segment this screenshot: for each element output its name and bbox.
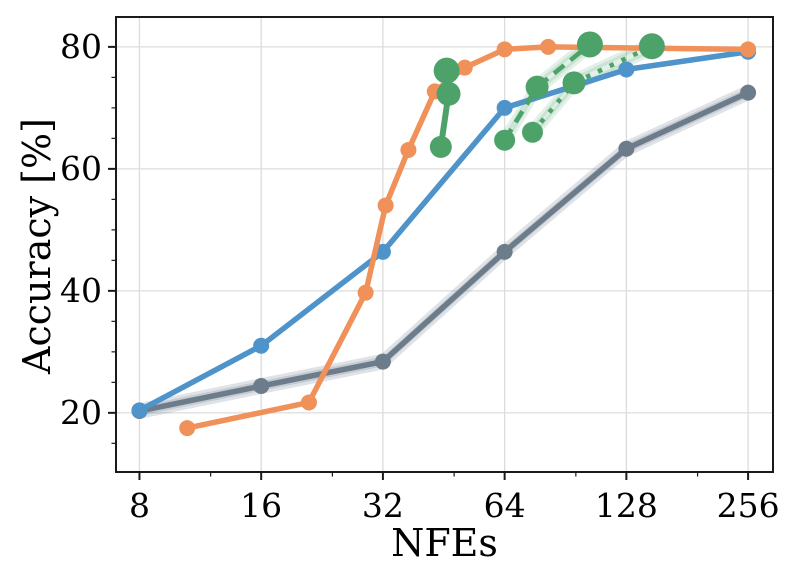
data-point-blue-baseline bbox=[618, 61, 635, 78]
x-tick-label: 8 bbox=[129, 486, 150, 525]
y-tick-label: 60 bbox=[60, 149, 102, 188]
data-point-orange-baseline bbox=[740, 41, 757, 58]
data-point-green-dotted bbox=[562, 71, 586, 95]
data-point-green-dotted bbox=[521, 121, 543, 143]
series-line-gray-baseline bbox=[136, 89, 751, 414]
data-point-gray-baseline bbox=[740, 84, 757, 101]
data-point-blue-baseline bbox=[131, 402, 148, 419]
data-point-green-dotted bbox=[638, 33, 665, 60]
data-point-green-solid bbox=[436, 81, 461, 106]
series-line-blue-baseline bbox=[136, 49, 751, 414]
data-point-orange-baseline bbox=[300, 394, 317, 411]
data-point-green-solid bbox=[433, 57, 460, 84]
series-line-green-dashed bbox=[502, 42, 592, 142]
plot-border bbox=[115, 16, 774, 473]
data-point-orange-baseline bbox=[540, 38, 557, 55]
data-point-green-dashed bbox=[525, 75, 549, 99]
data-point-gray-baseline bbox=[374, 353, 391, 370]
data-point-orange-baseline bbox=[357, 284, 374, 301]
data-point-green-solid bbox=[429, 135, 452, 158]
data-point-blue-baseline bbox=[374, 243, 391, 260]
y-tick-label: 40 bbox=[60, 271, 102, 310]
data-point-orange-baseline bbox=[400, 141, 417, 158]
data-point-gray-baseline bbox=[253, 378, 270, 395]
x-tick-label: 32 bbox=[362, 486, 404, 525]
data-point-gray-baseline bbox=[496, 243, 513, 260]
data-point-green-dashed bbox=[494, 129, 516, 151]
data-point-orange-baseline bbox=[456, 59, 473, 76]
data-point-orange-baseline bbox=[179, 420, 196, 437]
y-axis-label: Accuracy [%] bbox=[15, 118, 59, 374]
data-point-blue-baseline bbox=[253, 337, 270, 354]
x-tick-label: 64 bbox=[484, 486, 526, 525]
x-tick-label: 128 bbox=[595, 486, 658, 525]
y-tick-label: 80 bbox=[60, 27, 102, 66]
data-point-orange-baseline bbox=[496, 41, 513, 58]
data-point-orange-baseline bbox=[377, 197, 394, 214]
data-point-blue-baseline bbox=[496, 99, 513, 116]
x-axis-label: NFEs bbox=[391, 521, 498, 565]
y-tick-label: 20 bbox=[60, 393, 102, 432]
data-point-green-dashed bbox=[576, 31, 603, 58]
series-line-orange-baseline bbox=[184, 44, 751, 431]
x-tick-label: 256 bbox=[717, 486, 780, 525]
x-tick-label: 16 bbox=[240, 486, 282, 525]
data-point-gray-baseline bbox=[618, 140, 635, 157]
